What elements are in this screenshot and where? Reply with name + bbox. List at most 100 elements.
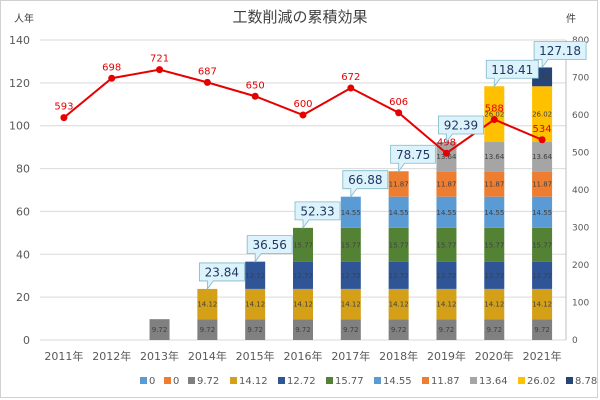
x-tick-label: 2019年 (427, 349, 466, 363)
bar-segment-label: 9.72 (534, 326, 550, 334)
x-tick-label: 2013年 (140, 349, 179, 363)
total-callout (294, 201, 341, 230)
bar-segment (484, 142, 505, 172)
x-tick-label: 2014年 (188, 349, 227, 363)
bar-segment (293, 288, 313, 320)
line-point-label: 498 (437, 137, 456, 148)
legend-label: 15.77 (335, 376, 364, 387)
x-tick-label: 2018年 (379, 349, 418, 363)
line-point (60, 114, 68, 122)
bar-segment-label: 14.12 (245, 301, 265, 309)
y-left-tick-label: 140 (9, 34, 30, 47)
bar-segment-label: 14.55 (389, 209, 409, 217)
bar-segment-label: 14.55 (341, 209, 361, 217)
bar-segment-label: 12.72 (436, 272, 456, 280)
bar-segment (388, 227, 409, 262)
total-callout-label: 78.75 (396, 148, 430, 162)
bar-segment (340, 196, 361, 228)
bar-segment (245, 319, 266, 340)
line-series-path (63, 68, 543, 155)
bar-segment (293, 227, 313, 262)
y-right-tick-label: 700 (572, 74, 589, 84)
bar-segment-label: 13.64 (436, 153, 457, 161)
legend-label: 14.55 (383, 376, 412, 387)
y-right-tick-label: 200 (572, 261, 589, 271)
bar-segment-label: 12.72 (293, 272, 313, 280)
total-callout (438, 115, 484, 144)
line-point (203, 78, 211, 86)
legend-swatch (374, 377, 381, 384)
y-right-tick-label: 300 (572, 224, 589, 234)
x-tick-label: 2015年 (236, 349, 275, 363)
y-right-tick-label: 100 (572, 299, 589, 309)
bar-segment-label: 11.87 (436, 180, 456, 188)
legend-label: 9.72 (197, 376, 219, 387)
bar-segment (149, 319, 170, 340)
legend-swatch (230, 377, 237, 384)
bar-segment (532, 86, 553, 143)
bar-segment-label: 26.02 (532, 111, 552, 119)
bar-segment (340, 288, 361, 320)
legend-label: 0 (173, 376, 179, 387)
total-callout (246, 235, 293, 263)
bar-segment (484, 319, 505, 340)
bar-segment-label: 13.64 (484, 153, 505, 161)
left-axis-unit: 人年 (14, 14, 34, 25)
total-callout-label: 127.18 (539, 44, 581, 58)
bar-segment-label: 9.72 (200, 326, 216, 334)
x-tick-label: 2021年 (523, 349, 562, 363)
bar-segment-label: 9.72 (439, 326, 455, 334)
bar-segment (388, 196, 409, 228)
bar-segment (436, 196, 457, 228)
bar-segment-label: 12.72 (341, 272, 361, 280)
total-callout (390, 144, 437, 173)
bar-segment (532, 227, 553, 262)
total-callout (198, 262, 245, 291)
legend-swatch (140, 377, 147, 384)
y-right-tick-label: 600 (572, 111, 589, 121)
chart-title: 工数削減の累積効果 (232, 8, 368, 26)
x-tick-label: 2017年 (331, 349, 370, 363)
bar-segment-label: 14.12 (389, 301, 409, 309)
legend-swatch (278, 377, 285, 384)
line-point-label: 606 (389, 97, 408, 108)
bar-segment (245, 261, 266, 289)
bar-segment (340, 261, 361, 289)
bar-segment (436, 288, 457, 320)
x-tick-label: 2011年 (44, 349, 83, 363)
total-callout-label: 66.88 (348, 173, 382, 187)
bar-segment-label: 12.72 (484, 272, 504, 280)
bar-segment-label: 9.72 (343, 326, 359, 334)
line-point-label: 534 (533, 124, 552, 135)
bar-segment-label: 14.12 (341, 301, 361, 309)
total-callout-label: 36.56 (253, 238, 287, 252)
legend-swatch (518, 377, 525, 384)
line-point-label: 600 (293, 99, 312, 110)
total-callout (485, 59, 539, 88)
bar-segment (532, 319, 553, 340)
bar-segment (484, 261, 505, 289)
x-tick-label: 2016年 (284, 349, 323, 363)
y-left-tick-label: 100 (9, 120, 30, 133)
legend-label: 11.87 (431, 376, 460, 387)
x-tick-label: 2012年 (92, 349, 131, 363)
line-point (108, 74, 116, 82)
y-left-tick-label: 60 (16, 205, 30, 218)
y-right-tick-label: 500 (572, 149, 589, 159)
line-point-label: 672 (341, 72, 360, 83)
y-right-tick-label: 0 (572, 336, 578, 346)
bar-segment (436, 227, 457, 262)
total-callout (533, 41, 587, 69)
legend-label: 26.02 (527, 376, 556, 387)
bar-segment-label: 12.72 (245, 272, 265, 280)
legend-label: 8.78 (575, 376, 597, 387)
line-point-label: 698 (102, 62, 121, 73)
line-point-label: 593 (54, 102, 73, 113)
line-point-label: 687 (198, 66, 217, 77)
line-point (347, 84, 355, 92)
y-left-tick-label: 120 (9, 77, 30, 90)
bar-segment-label: 15.77 (293, 241, 313, 249)
y-left-tick-label: 40 (16, 248, 30, 261)
total-callout-label: 92.39 (444, 119, 478, 133)
